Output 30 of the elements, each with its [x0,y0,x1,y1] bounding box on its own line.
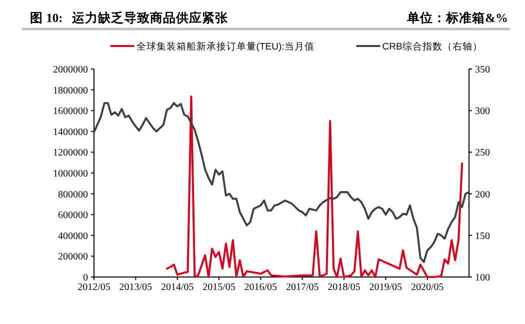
y-tick-label: 600000 [58,210,88,222]
x-tick-label: 2015/05 [202,282,236,293]
x-tick-label: 2019/05 [369,282,402,293]
y2-tick-label: 200 [475,189,490,200]
y-tick-label: 1800000 [53,85,88,96]
y2-tick-label: 100 [475,272,490,284]
y2-tick-label: 150 [475,230,490,242]
chart-title: 图 10: 运力缺乏导致商品供应紧张 [30,10,230,25]
x-tick-label: 2012/05 [78,282,110,293]
x-tick-label: 2014/05 [160,282,194,293]
y-tick-label: 400000 [58,230,88,242]
legend-label: 全球集装箱船新承接订单量(TEU):当月值 [136,40,314,52]
y-tick-label: 200000 [58,252,88,263]
legend-label: CRB综合指数（右轴） [382,40,482,52]
x-tick-label: 2013/05 [119,282,152,293]
x-tick-label: 2017/05 [286,282,319,293]
x-tick-label: 2020/05 [410,282,444,293]
y-tick-label: 1600000 [53,106,88,118]
text: 单位：标准箱&% [406,10,508,25]
x-tick-label: 2016/05 [244,282,278,293]
y-tick-label: 800000 [58,189,88,200]
y2-tick-label: 250 [475,148,490,159]
y-tick-label: 0 [83,272,88,284]
y-tick-label: 1200000 [53,148,88,159]
y2-tick-label: 350 [475,64,490,76]
y-tick-label: 2000000 [53,64,88,76]
x-tick-label: 2018/05 [328,282,360,293]
y2-tick-label: 300 [475,106,490,118]
y-tick-label: 1400000 [53,126,88,138]
y-tick-label: 1000000 [53,168,88,180]
